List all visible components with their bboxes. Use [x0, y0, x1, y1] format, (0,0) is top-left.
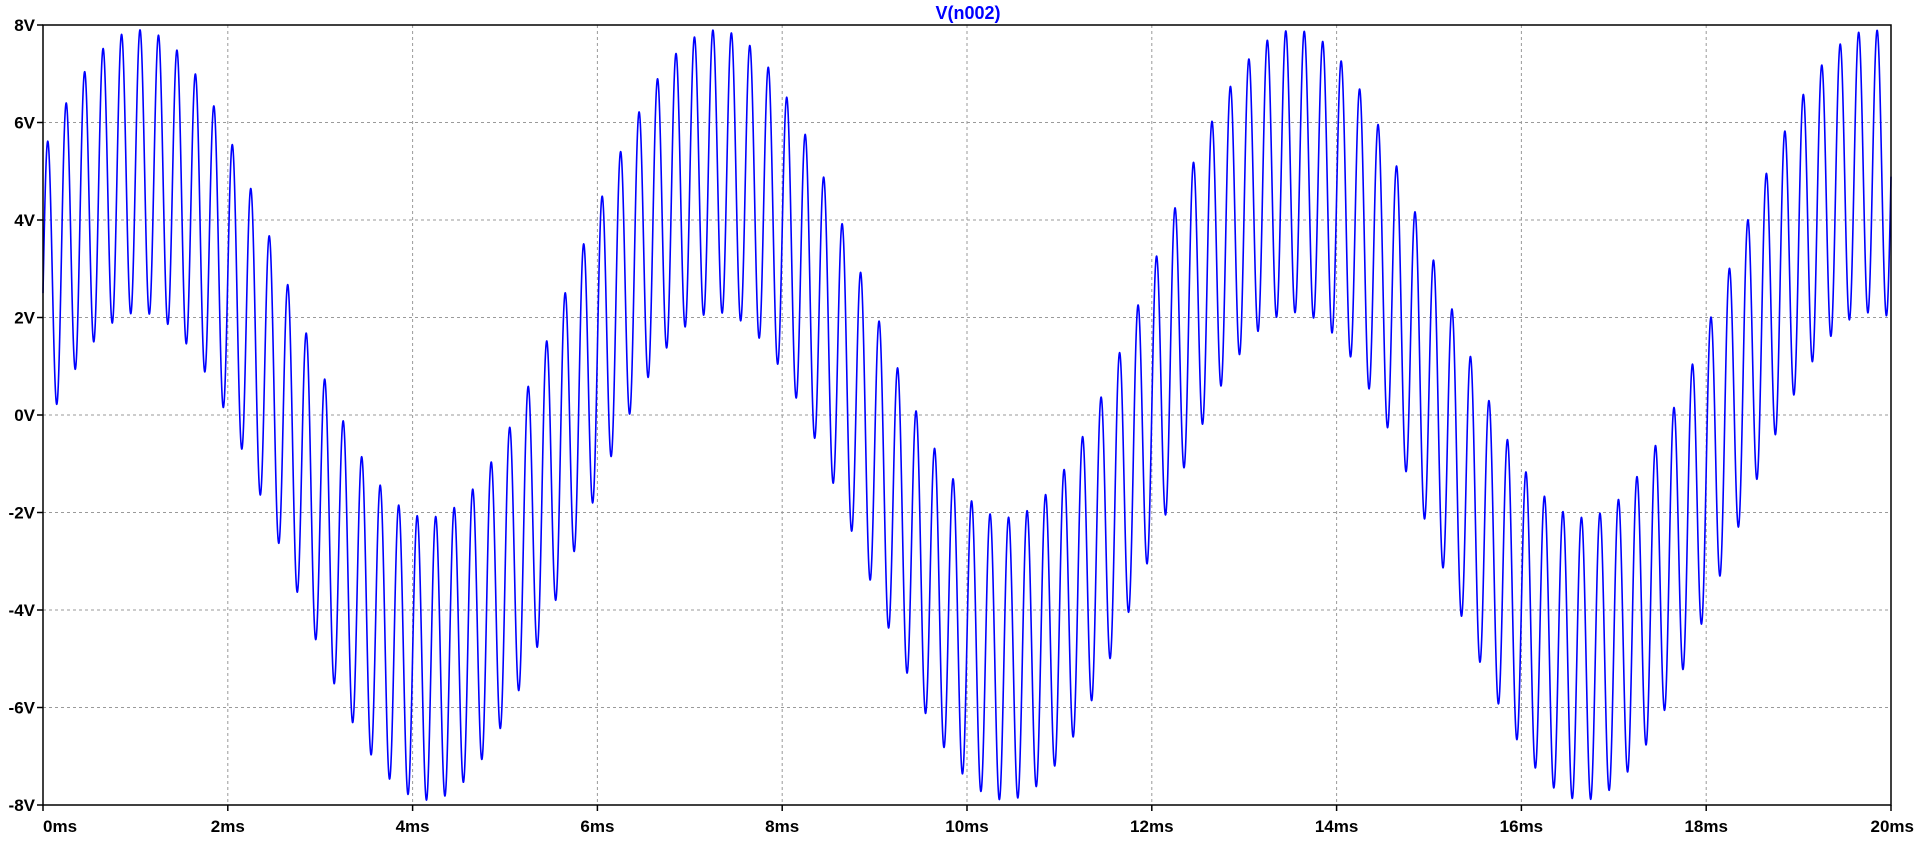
- plot-grid: [43, 25, 1891, 805]
- plot-frame: [42, 24, 1892, 806]
- y-axis: 8V 6V 4V 2V 0V -2V -4V -6V -8V: [9, 16, 43, 815]
- y-tick-label: 2V: [14, 309, 35, 328]
- y-tick-label: 4V: [14, 211, 35, 230]
- y-tick-label: 8V: [14, 16, 35, 35]
- x-tick-label: 6ms: [580, 817, 614, 836]
- x-tick-label: 18ms: [1684, 817, 1727, 836]
- x-tick-label: 14ms: [1315, 817, 1358, 836]
- x-tick-label: 2ms: [211, 817, 245, 836]
- y-tick-label: -8V: [9, 796, 36, 815]
- y-tick-label: -2V: [9, 504, 36, 523]
- x-tick-label: 4ms: [396, 817, 430, 836]
- y-tick-label: 0V: [14, 406, 35, 425]
- y-tick-label: -6V: [9, 699, 36, 718]
- x-tick-label: 20ms: [1871, 817, 1914, 836]
- x-tick-label: 10ms: [945, 817, 988, 836]
- x-tick-label: 0ms: [43, 817, 77, 836]
- x-tick-label: 12ms: [1130, 817, 1173, 836]
- y-tick-label: -4V: [9, 601, 36, 620]
- y-tick-label: 6V: [14, 114, 35, 133]
- chart-title: V(n002): [935, 3, 1000, 23]
- x-axis: 0ms 2ms 4ms 6ms 8ms 10ms 12ms 14ms 16ms 18ms 20ms: [42, 805, 1914, 836]
- x-tick-label: 16ms: [1500, 817, 1543, 836]
- x-tick-label: 8ms: [765, 817, 799, 836]
- series-line-v-n002: [42, 29, 1892, 801]
